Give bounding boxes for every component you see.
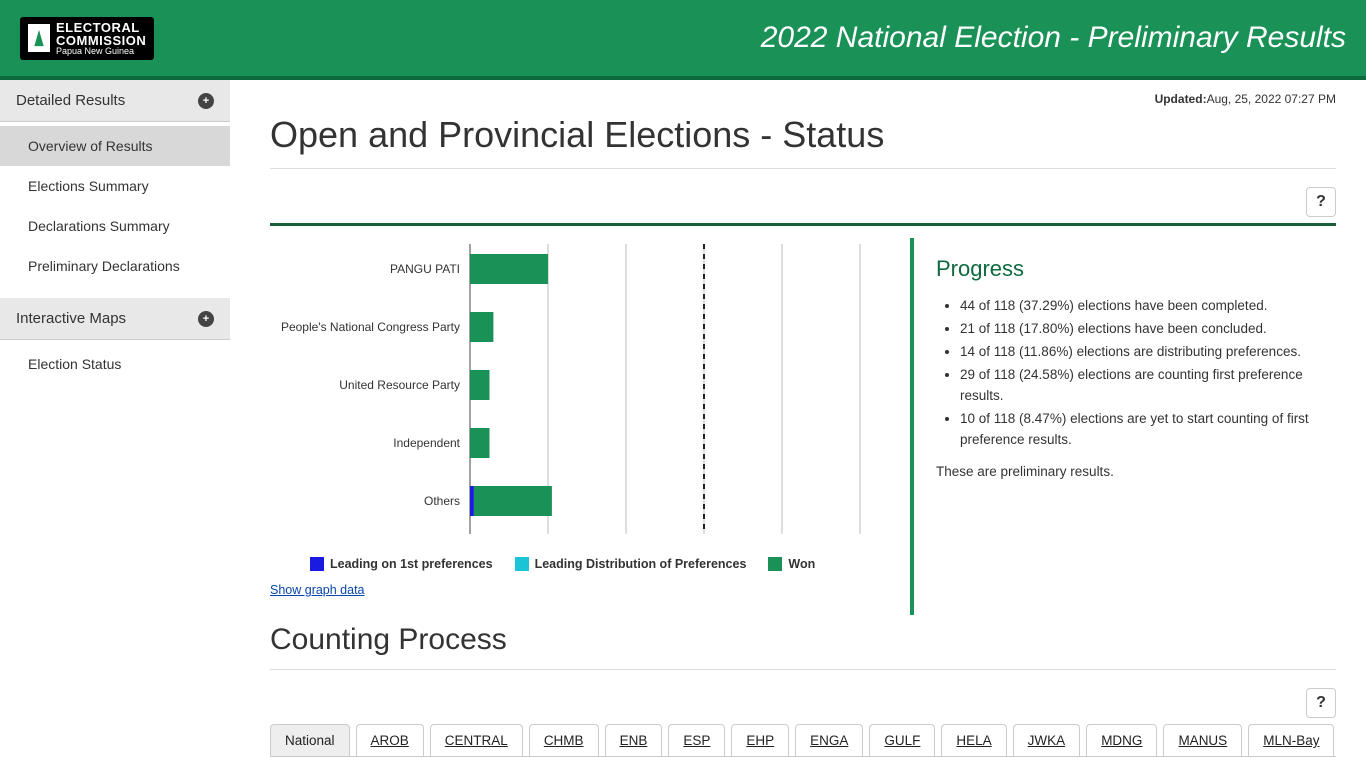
tab[interactable]: HELA (941, 724, 1006, 756)
sidebar-item[interactable]: Declarations Summary (0, 206, 230, 246)
expand-icon: + (198, 93, 214, 109)
sidebar-items-1: Overview of ResultsElections SummaryDecl… (0, 122, 230, 298)
tab[interactable]: MDNG (1086, 724, 1157, 756)
seats-chart: 020406080100PANGU PATIPeople's National … (270, 238, 900, 615)
progress-list: 44 of 118 (37.29%) elections have been c… (936, 296, 1318, 450)
legend-label: Leading Distribution of Preferences (535, 557, 747, 571)
header-title: 2022 National Election - Preliminary Res… (761, 21, 1346, 55)
region-tabs: NationalAROBCENTRALCHMBENBESPEHPENGAGULF… (270, 724, 1336, 757)
counting-process-title: Counting Process (270, 623, 1336, 657)
sidebar-section-interactive-maps[interactable]: Interactive Maps + (0, 298, 230, 340)
tab[interactable]: MANUS (1163, 724, 1242, 756)
tab[interactable]: CENTRAL (430, 724, 523, 756)
tab[interactable]: National (270, 724, 350, 756)
svg-text:United Resource Party: United Resource Party (339, 378, 460, 392)
sidebar-section-detailed-results[interactable]: Detailed Results + (0, 80, 230, 122)
main-content: Updated:Aug, 25, 2022 07:27 PM Open and … (230, 80, 1366, 764)
svg-text:Independent: Independent (393, 436, 460, 450)
logo-line3: Papua New Guinea (56, 47, 146, 56)
updated-value: Aug, 25, 2022 07:27 PM (1207, 92, 1336, 106)
progress-item: 29 of 118 (24.58%) elections are countin… (960, 365, 1318, 407)
divider (270, 168, 1336, 169)
svg-text:People's National Congress Par: People's National Congress Party (281, 320, 460, 334)
tab[interactable]: CHMB (529, 724, 599, 756)
updated-label: Updated: (1155, 92, 1207, 106)
help-button[interactable]: ? (1306, 688, 1336, 718)
tab[interactable]: JWKA (1013, 724, 1081, 756)
progress-item: 21 of 118 (17.80%) elections have been c… (960, 319, 1318, 340)
logo-line2: COMMISSION (56, 34, 146, 47)
chart-legend: Leading on 1st preferences Leading Distri… (310, 557, 900, 571)
legend-item: Leading on 1st preferences (310, 557, 493, 571)
show-graph-data-link[interactable]: Show graph data (270, 583, 365, 597)
divider (270, 669, 1336, 670)
seats-chart-svg: 020406080100PANGU PATIPeople's National … (270, 238, 870, 538)
progress-item: 14 of 118 (11.86%) elections are distrib… (960, 342, 1318, 363)
expand-icon: + (198, 311, 214, 327)
logo-text: ELECTORAL COMMISSION Papua New Guinea (56, 21, 146, 56)
tab[interactable]: GULF (869, 724, 935, 756)
updated-timestamp: Updated:Aug, 25, 2022 07:27 PM (270, 92, 1336, 106)
help-button[interactable]: ? (1306, 187, 1336, 217)
progress-note: These are preliminary results. (936, 464, 1318, 479)
tab[interactable]: ENB (605, 724, 663, 756)
legend-swatch (310, 557, 324, 571)
legend-swatch (768, 557, 782, 571)
divider-accent (270, 223, 1336, 226)
progress-item: 10 of 118 (8.47%) elections are yet to s… (960, 409, 1318, 451)
tab[interactable]: MLN-Bay (1248, 724, 1334, 756)
sidebar-items-2: Election Status (0, 340, 230, 396)
progress-panel: Progress 44 of 118 (37.29%) elections ha… (910, 238, 1336, 615)
sidebar-section-label: Detailed Results (16, 92, 125, 109)
svg-text:PANGU PATI: PANGU PATI (390, 262, 460, 276)
sidebar-item[interactable]: Elections Summary (0, 166, 230, 206)
sidebar-section-label: Interactive Maps (16, 310, 126, 327)
sidebar-item[interactable]: Election Status (0, 344, 230, 384)
svg-text:Others: Others (424, 494, 460, 508)
progress-item: 44 of 118 (37.29%) elections have been c… (960, 296, 1318, 317)
tab[interactable]: ESP (668, 724, 725, 756)
progress-title: Progress (936, 256, 1318, 282)
tab[interactable]: AROB (356, 724, 424, 756)
tab[interactable]: EHP (731, 724, 789, 756)
legend-item: Won (768, 557, 815, 571)
logo-icon (28, 24, 50, 52)
page-title: Open and Provincial Elections - Status (270, 114, 1336, 156)
legend-label: Won (788, 557, 815, 571)
legend-label: Leading on 1st preferences (330, 557, 493, 571)
sidebar-item[interactable]: Preliminary Declarations (0, 246, 230, 286)
logo[interactable]: ELECTORAL COMMISSION Papua New Guinea (20, 17, 154, 60)
sidebar-item[interactable]: Overview of Results (0, 126, 230, 166)
sidebar: Detailed Results + Overview of ResultsEl… (0, 80, 230, 764)
legend-swatch (515, 557, 529, 571)
logo-line1: ELECTORAL (56, 21, 146, 34)
header: ELECTORAL COMMISSION Papua New Guinea 20… (0, 0, 1366, 80)
tab[interactable]: ENGA (795, 724, 863, 756)
legend-item: Leading Distribution of Preferences (515, 557, 747, 571)
